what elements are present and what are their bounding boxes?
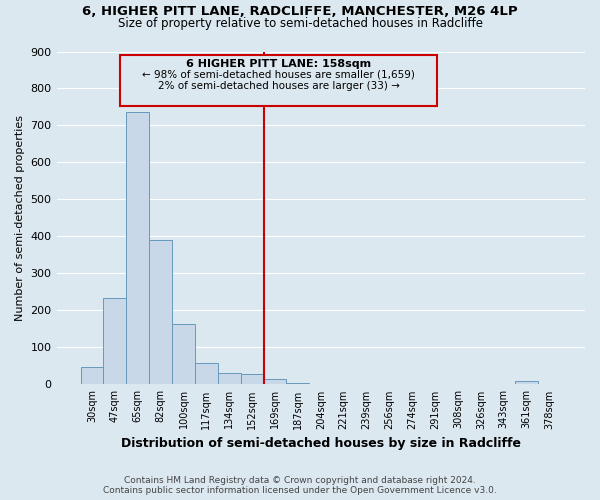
Text: 2% of semi-detached houses are larger (33) →: 2% of semi-detached houses are larger (3…: [158, 82, 400, 92]
FancyBboxPatch shape: [120, 55, 437, 106]
Y-axis label: Number of semi-detached properties: Number of semi-detached properties: [15, 115, 25, 321]
Text: 6, HIGHER PITT LANE, RADCLIFFE, MANCHESTER, M26 4LP: 6, HIGHER PITT LANE, RADCLIFFE, MANCHEST…: [82, 5, 518, 18]
Bar: [241, 374, 263, 384]
Text: Size of property relative to semi-detached houses in Radcliffe: Size of property relative to semi-detach…: [118, 18, 482, 30]
Bar: [218, 374, 241, 384]
Text: Contains HM Land Registry data © Crown copyright and database right 2024.
Contai: Contains HM Land Registry data © Crown c…: [103, 476, 497, 495]
Bar: [80, 367, 103, 384]
Text: 6 HIGHER PITT LANE: 158sqm: 6 HIGHER PITT LANE: 158sqm: [186, 59, 371, 69]
Bar: [515, 382, 538, 384]
Bar: [172, 324, 195, 384]
X-axis label: Distribution of semi-detached houses by size in Radcliffe: Distribution of semi-detached houses by …: [121, 437, 521, 450]
Bar: [103, 298, 127, 384]
Bar: [263, 380, 286, 384]
Bar: [195, 364, 218, 384]
Bar: [149, 240, 172, 384]
Text: ← 98% of semi-detached houses are smaller (1,659): ← 98% of semi-detached houses are smalle…: [142, 70, 415, 80]
Bar: [127, 112, 149, 384]
